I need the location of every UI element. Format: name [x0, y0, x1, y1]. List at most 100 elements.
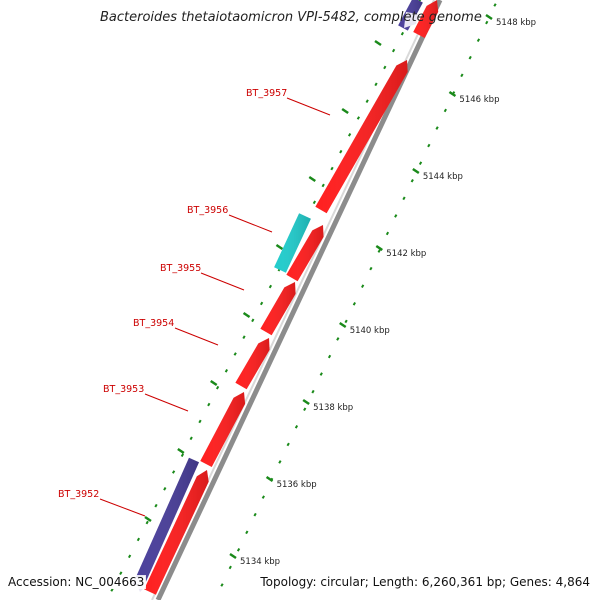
- ruler-label: 5140 kbp: [350, 326, 390, 336]
- inner-ruler-tick: [251, 318, 255, 323]
- gene-BT_3955: [260, 282, 296, 336]
- outer-ruler-tick: [228, 565, 232, 570]
- inner-ruler-tick: [242, 335, 246, 339]
- gene-BT_3952-shade: [144, 470, 209, 595]
- gene-leader-line: [286, 97, 331, 116]
- inner-ruler-tick: [224, 369, 229, 373]
- inner-ruler-major-tick: [144, 515, 152, 523]
- ruler-major-tick: [485, 13, 493, 21]
- inner-ruler-tick: [119, 571, 123, 575]
- outer-ruler-tick: [493, 3, 497, 7]
- gene-label: BT_3955: [160, 263, 201, 274]
- outer-ruler-tick: [460, 73, 464, 78]
- outer-ruler-tick: [236, 548, 241, 552]
- gene-top-forward: [413, 0, 439, 38]
- gene-leader-line: [144, 393, 189, 412]
- ruler-label: 5148 kbp: [496, 18, 536, 28]
- gene-leader-line: [174, 327, 219, 346]
- map-title: Bacteroides thetaiotaomicron VPI-5482, c…: [100, 10, 482, 25]
- inner-ruler-tick: [180, 453, 185, 457]
- gene-BT_3956-rna: [274, 213, 311, 273]
- ruler-label: 5146 kbp: [459, 95, 499, 105]
- gene-BT_3956-shade: [286, 225, 324, 282]
- outer-ruler-tick: [278, 460, 282, 464]
- gene-BT_3954: [235, 338, 270, 390]
- inner-ruler-tick: [400, 31, 405, 36]
- inner-ruler-major-tick: [341, 107, 349, 115]
- accession-text: Accession: NC_004663: [6, 575, 147, 589]
- outer-ruler-tick: [311, 389, 315, 394]
- inner-ruler-major-tick: [210, 379, 218, 387]
- outer-ruler-tick: [245, 530, 249, 535]
- inner-ruler-tick: [321, 183, 325, 188]
- gene-BT_3955-shade: [260, 282, 296, 336]
- inner-ruler-tick: [356, 116, 361, 120]
- gene-leader-line: [200, 272, 245, 291]
- inner-ruler-major-tick: [177, 447, 185, 455]
- outer-ruler-tick: [253, 512, 257, 517]
- topology-summary: Topology: circular; Length: 6,260,361 bp…: [258, 575, 592, 589]
- inner-ruler-tick: [347, 133, 352, 137]
- outer-ruler-tick: [327, 354, 332, 359]
- outer-ruler-tick: [402, 196, 406, 201]
- outer-ruler-tick: [294, 425, 299, 429]
- ruler-label: 5142 kbp: [386, 249, 426, 259]
- inner-ruler-tick: [145, 520, 149, 525]
- outer-ruler-tick: [220, 583, 224, 587]
- outer-ruler-tick: [336, 337, 340, 341]
- ruler-label: 5138 kbp: [313, 403, 353, 413]
- gene-BT_3952-rev-shade: [132, 457, 200, 589]
- outer-ruler-tick: [443, 108, 447, 113]
- gene-BT_3953: [200, 392, 246, 468]
- outer-ruler-tick: [435, 126, 439, 130]
- inner-ruler-tick: [171, 470, 176, 474]
- inner-ruler-tick: [233, 352, 237, 356]
- inner-ruler-tick: [136, 537, 141, 542]
- inner-ruler-tick: [391, 48, 396, 53]
- inner-ruler-tick: [339, 149, 343, 154]
- outer-ruler-tick: [377, 249, 381, 253]
- gene-label: BT_3954: [133, 318, 174, 329]
- ruler-major-tick: [339, 321, 347, 329]
- inner-ruler-tick: [330, 166, 334, 171]
- inner-ruler-tick: [312, 200, 317, 205]
- outer-ruler-tick: [319, 372, 323, 376]
- inner-ruler-tick: [215, 385, 220, 390]
- inner-ruler-tick: [268, 284, 273, 289]
- ruler-major-tick: [265, 475, 274, 483]
- outer-ruler-tick: [468, 55, 472, 60]
- gene-BT_3957: [315, 60, 408, 214]
- ruler-label: 5134 kbp: [240, 557, 280, 567]
- ruler-label: 5144 kbp: [423, 172, 463, 182]
- inner-ruler-major-tick: [374, 39, 382, 47]
- inner-ruler-major-tick: [308, 175, 316, 183]
- inner-ruler-tick: [374, 82, 378, 87]
- gene-leader-line: [99, 498, 146, 517]
- ruler-major-tick: [448, 90, 457, 98]
- inner-ruler-tick: [163, 487, 167, 491]
- ruler-label: 5136 kbp: [277, 480, 317, 490]
- gene-BT_3956: [286, 225, 324, 282]
- outer-ruler-tick: [427, 143, 431, 148]
- gene-leader-line: [228, 214, 273, 233]
- gene-label: BT_3952: [58, 489, 99, 500]
- inner-ruler-tick: [207, 402, 211, 407]
- inner-ruler-tick: [383, 65, 387, 70]
- outer-ruler-tick: [344, 319, 348, 324]
- outer-ruler-tick: [394, 214, 398, 218]
- outer-ruler-tick: [286, 442, 290, 447]
- outer-ruler-tick: [418, 161, 423, 165]
- inner-ruler-tick: [127, 554, 132, 559]
- outer-ruler-tick: [485, 20, 489, 25]
- inner-ruler-tick: [365, 99, 369, 103]
- gene-label: BT_3953: [103, 384, 144, 395]
- gene-BT_3957-shade: [315, 60, 408, 214]
- gene-BT_3956-rna-shade: [274, 213, 311, 273]
- ruler-major-tick: [229, 552, 237, 560]
- inner-ruler-tick: [110, 588, 114, 592]
- gene-top-forward-shade: [413, 0, 439, 38]
- gene-BT_3954-shade: [235, 338, 270, 390]
- gene-label: BT_3956: [187, 205, 228, 216]
- gene-BT_3953-shade: [200, 392, 246, 468]
